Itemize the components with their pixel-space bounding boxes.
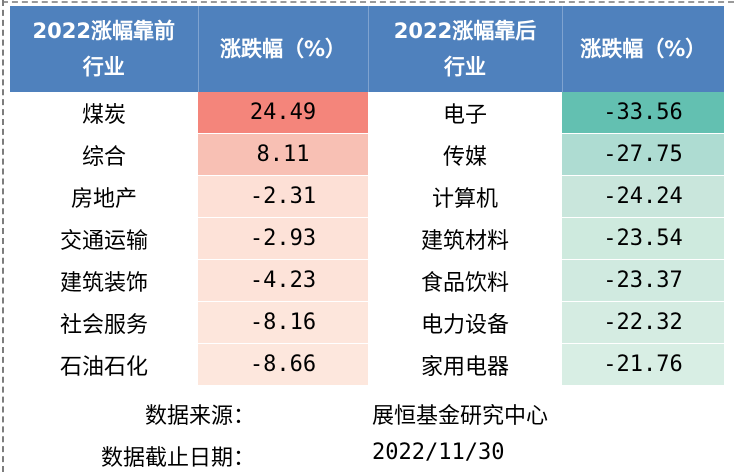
bottom-industry-cell: 电子: [368, 92, 562, 134]
bottom-change-cell: -21.76: [562, 343, 724, 386]
table-header-row: 2022涨幅靠前 行业 涨跌幅（%） 2022涨幅靠后 行业 涨跌幅（%）: [10, 6, 724, 92]
bottom-change-cell: -24.24: [562, 175, 724, 218]
header-bottom-industry: 2022涨幅靠后 行业: [367, 6, 562, 92]
header-bottom-change: 涨跌幅（%）: [561, 6, 724, 92]
dashed-border-top: [2, 1, 734, 3]
top-change-cell: -2.93: [198, 217, 368, 260]
source-label: 数据来源：: [144, 404, 255, 429]
top-change-cell: -8.16: [198, 301, 368, 344]
dashed-border-left: [2, 0, 4, 472]
bottom-industry-cell: 电力设备: [368, 301, 562, 344]
top-industry-cell: 房地产: [10, 175, 198, 218]
top-industry-cell: 综合: [10, 133, 198, 176]
bottom-industry-cell: 建筑材料: [368, 217, 562, 260]
table-row: 房地产 -2.31 计算机 -24.24: [10, 175, 724, 218]
top-change-cell: -2.31: [198, 175, 368, 218]
bottom-industry-cell: 传媒: [368, 133, 562, 176]
table-row: 石油石化 -8.66 家用电器 -21.76: [10, 343, 724, 386]
source-value: 展恒基金研究中心: [372, 404, 549, 429]
bottom-change-cell: -23.37: [562, 259, 724, 302]
header-top-industry: 2022涨幅靠前 行业: [10, 6, 198, 92]
table-row: 建筑装饰 -4.23 食品饮料 -23.37: [10, 259, 724, 302]
bottom-change-cell: -27.75: [562, 133, 724, 176]
bottom-change-cell: -22.32: [562, 301, 724, 344]
top-change-cell: -4.23: [198, 259, 368, 302]
bottom-change-cell: -23.54: [562, 217, 724, 260]
table-row: 交通运输 -2.93 建筑材料 -23.54: [10, 217, 724, 260]
top-industry-cell: 建筑装饰: [10, 259, 198, 302]
bottom-industry-cell: 家用电器: [368, 343, 562, 386]
top-industry-cell: 煤炭: [10, 92, 198, 134]
table-row: 综合 8.11 传媒 -27.75: [10, 133, 724, 176]
top-change-cell: 24.49: [198, 92, 368, 134]
bottom-industry-cell: 食品饮料: [368, 259, 562, 302]
table-row: 煤炭 24.49 电子 -33.56: [10, 92, 724, 134]
industry-performance-table: 2022涨幅靠前 行业 涨跌幅（%） 2022涨幅靠后 行业 涨跌幅（%） 煤炭 2…: [10, 6, 724, 386]
top-change-cell: -8.66: [198, 343, 368, 386]
bottom-industry-cell: 计算机: [368, 175, 562, 218]
header-top-change: 涨跌幅（%）: [197, 6, 368, 92]
top-industry-cell: 交通运输: [10, 217, 198, 260]
date-value: 2022/11/30: [372, 440, 505, 465]
table-row: 社会服务 -8.16 电力设备 -22.32: [10, 301, 724, 344]
top-industry-cell: 社会服务: [10, 301, 198, 344]
top-industry-cell: 石油石化: [10, 343, 198, 386]
bottom-change-cell: -33.56: [562, 92, 724, 134]
top-change-cell: 8.11: [198, 133, 368, 176]
date-label: 数据截止日期：: [100, 446, 255, 471]
